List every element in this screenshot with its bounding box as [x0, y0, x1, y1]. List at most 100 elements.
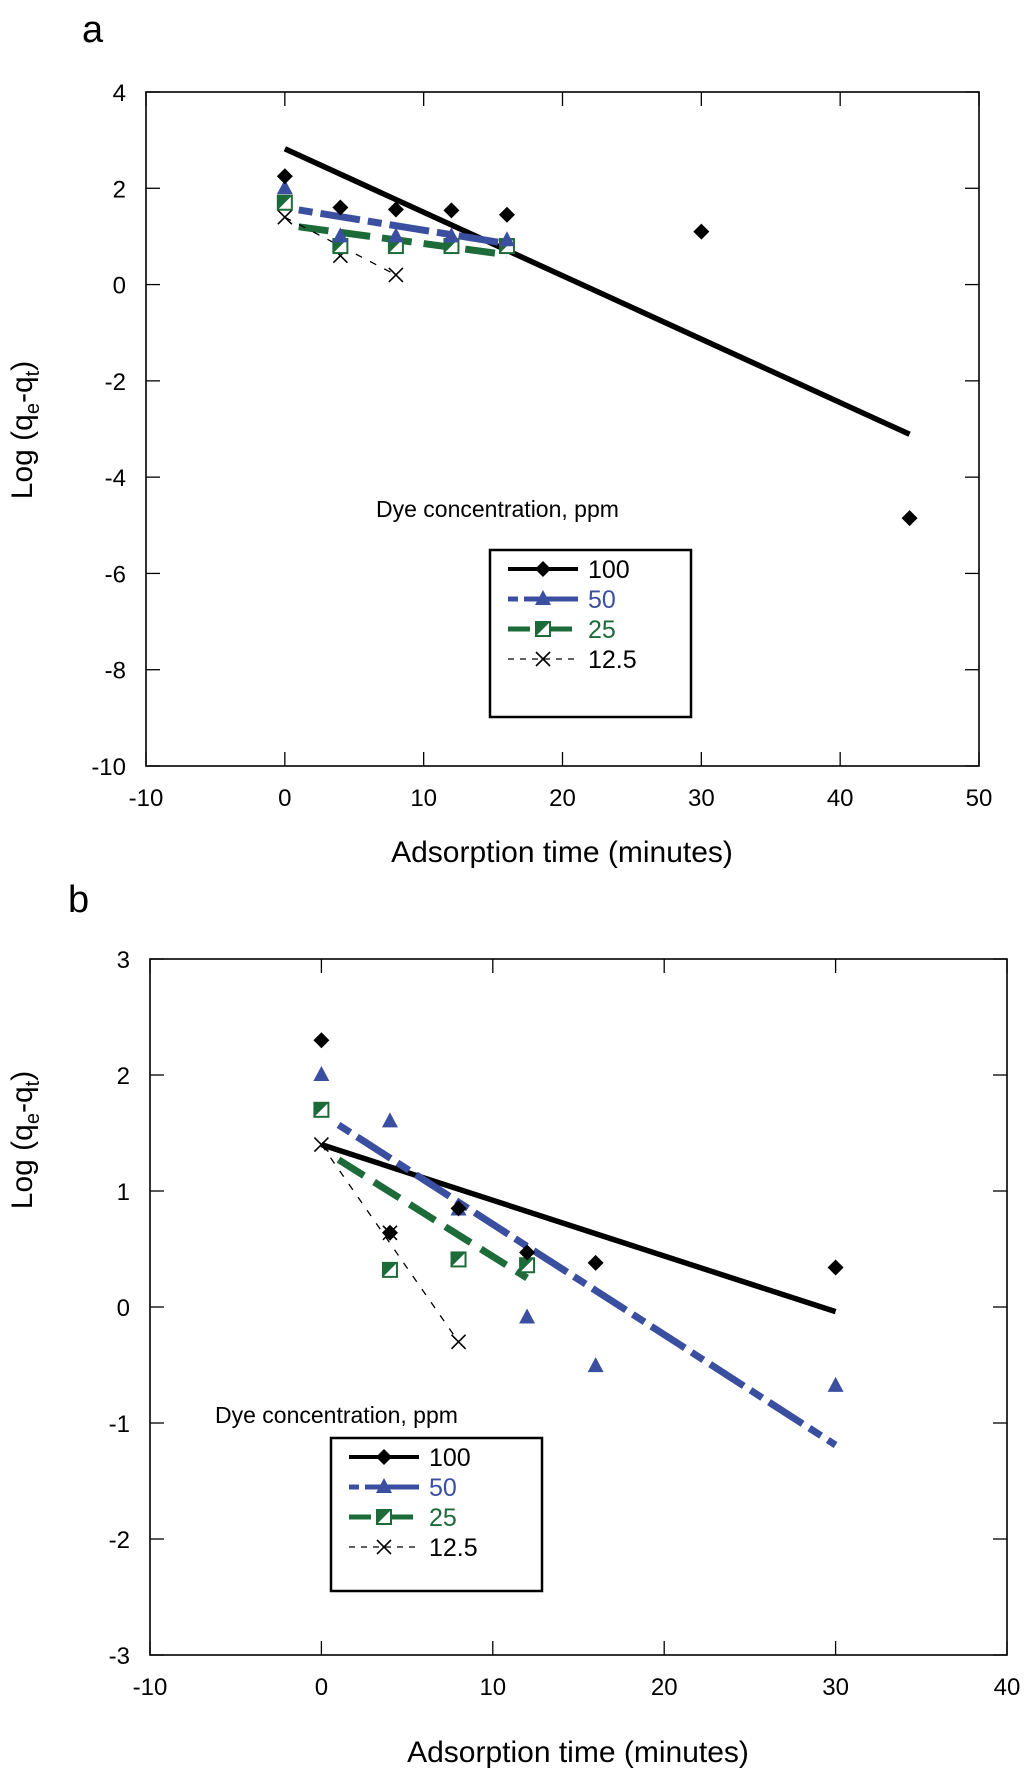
y-label-a-mid: -q — [6, 376, 39, 403]
data-point-a-100 — [387, 201, 404, 218]
data-point-b-100 — [381, 1224, 398, 1241]
legend-label-a-12_5: 12.5 — [588, 646, 637, 674]
data-point-a-12_5 — [388, 267, 404, 283]
legend-label-a-100: 100 — [588, 556, 630, 584]
y-axis-title-b: Log (qe-qt) — [6, 1071, 44, 1209]
x-tick-label-a: 30 — [688, 785, 715, 812]
x-tick-label-a: -10 — [129, 785, 164, 812]
x-tick-label-a: 10 — [410, 785, 437, 812]
y-tick-label-b: -1 — [109, 1411, 130, 1438]
data-point-b-50 — [587, 1357, 604, 1373]
data-point-b-50 — [519, 1308, 536, 1324]
data-point-b-12_5 — [450, 1334, 467, 1350]
y-tick-label-b: -3 — [109, 1643, 130, 1670]
data-point-a-100 — [498, 206, 515, 223]
plot-frame-b — [149, 958, 1008, 1656]
data-point-b-25 — [313, 1101, 330, 1118]
y-label-b-sub1: e — [22, 1113, 44, 1124]
y-label-b-mid: -q — [6, 1086, 39, 1113]
y-label-a-main: Log (q — [6, 414, 39, 499]
y-tick-label-a: 2 — [113, 176, 126, 203]
x-tick-label-b: 0 — [315, 1674, 328, 1701]
y-tick-label-a: 4 — [113, 80, 126, 107]
legend-label-b-50: 50 — [429, 1474, 457, 1502]
y-axis-title-a: Log (qe-qt) — [6, 361, 44, 499]
data-point-a-50 — [387, 227, 404, 243]
panel-label-b: b — [68, 879, 89, 921]
x-tick-label-b: 10 — [479, 1674, 506, 1701]
fit-line-b-50 — [336, 1121, 838, 1448]
fit-line-b-100 — [320, 1141, 837, 1315]
legend-marker-a-25 — [535, 621, 551, 637]
legend-marker-b-12_5 — [376, 1539, 392, 1555]
legend-title-b: Dye concentration, ppm — [215, 1402, 458, 1428]
fit-line-a-50 — [298, 206, 508, 248]
data-point-b-100 — [827, 1259, 844, 1276]
legend-marker-b-25 — [376, 1509, 392, 1525]
legend-marker-b-100 — [376, 1449, 392, 1465]
legend-label-a-50: 50 — [588, 586, 616, 614]
data-point-a-100 — [693, 223, 710, 240]
data-point-a-100 — [332, 199, 349, 216]
data-point-a-50 — [498, 231, 515, 247]
y-label-a-end: ) — [6, 361, 39, 371]
panel-label-a: a — [82, 9, 104, 51]
y-label-a-sub1: e — [22, 403, 44, 414]
y-label-b-end: ) — [6, 1071, 39, 1081]
x-tick-label-a: 20 — [549, 785, 576, 812]
legend-label-a-25: 25 — [588, 616, 616, 644]
y-tick-label-a: -10 — [91, 754, 126, 781]
legend-label-b-25: 25 — [429, 1504, 457, 1532]
data-point-a-25 — [276, 194, 293, 211]
x-axis-title-b: Adsorption time (minutes) — [407, 1736, 749, 1769]
fit-line-a-100 — [283, 146, 911, 437]
data-point-a-50 — [443, 227, 460, 243]
data-point-a-12_5 — [277, 209, 293, 225]
data-point-b-50 — [313, 1066, 330, 1081]
legend-marker-a-100 — [535, 561, 551, 577]
data-point-b-100 — [313, 1032, 330, 1049]
data-point-b-25 — [450, 1251, 467, 1268]
y-tick-label-b: 3 — [117, 947, 130, 974]
x-axis-title-a: Adsorption time (minutes) — [391, 836, 733, 869]
data-point-a-100 — [901, 510, 918, 527]
y-tick-label-b: 0 — [117, 1295, 130, 1322]
plot-area-a: -10 0 10 20 30 40 50 -10 -8 -6 -4 -2 0 2 4 — [91, 80, 992, 812]
data-point-b-100 — [519, 1244, 536, 1261]
data-point-b-50 — [827, 1376, 844, 1392]
data-point-a-25 — [387, 238, 404, 255]
x-tick-label-b: 40 — [994, 1674, 1021, 1701]
y-label-a-sub2: t — [22, 370, 44, 376]
data-point-b-50 — [381, 1112, 398, 1128]
x-tick-label-b: 30 — [822, 1674, 849, 1701]
legend-label-b-12_5: 12.5 — [429, 1534, 478, 1562]
y-tick-label-b: 1 — [117, 1179, 130, 1206]
legend-label-b-100: 100 — [429, 1444, 471, 1472]
legend-box-a — [488, 548, 693, 719]
data-point-b-12_5 — [313, 1137, 329, 1153]
legend-marker-a-12_5 — [535, 651, 551, 667]
fit-line-b-12_5 — [320, 1144, 460, 1343]
data-point-a-100 — [276, 168, 293, 185]
data-point-a-100 — [443, 202, 460, 219]
legend-title-a: Dye concentration, ppm — [376, 496, 619, 522]
data-point-a-50 — [276, 179, 293, 195]
y-label-b-sub2: t — [22, 1080, 44, 1086]
data-point-a-50 — [332, 227, 349, 243]
y-tick-label-a: -4 — [105, 465, 126, 492]
y-tick-label-a: -8 — [105, 658, 126, 685]
legend-marker-a-50 — [535, 590, 551, 605]
x-tick-label-a: 50 — [966, 785, 993, 812]
data-point-b-100 — [587, 1254, 604, 1271]
data-point-b-100 — [450, 1200, 467, 1217]
y-tick-label-a: -2 — [105, 369, 126, 396]
data-point-b-25 — [519, 1257, 536, 1274]
y-tick-label-b: 2 — [117, 1063, 130, 1090]
y-tick-label-b: -2 — [109, 1527, 130, 1554]
y-tick-label-a: -6 — [105, 561, 126, 588]
data-point-b-25 — [381, 1261, 398, 1278]
